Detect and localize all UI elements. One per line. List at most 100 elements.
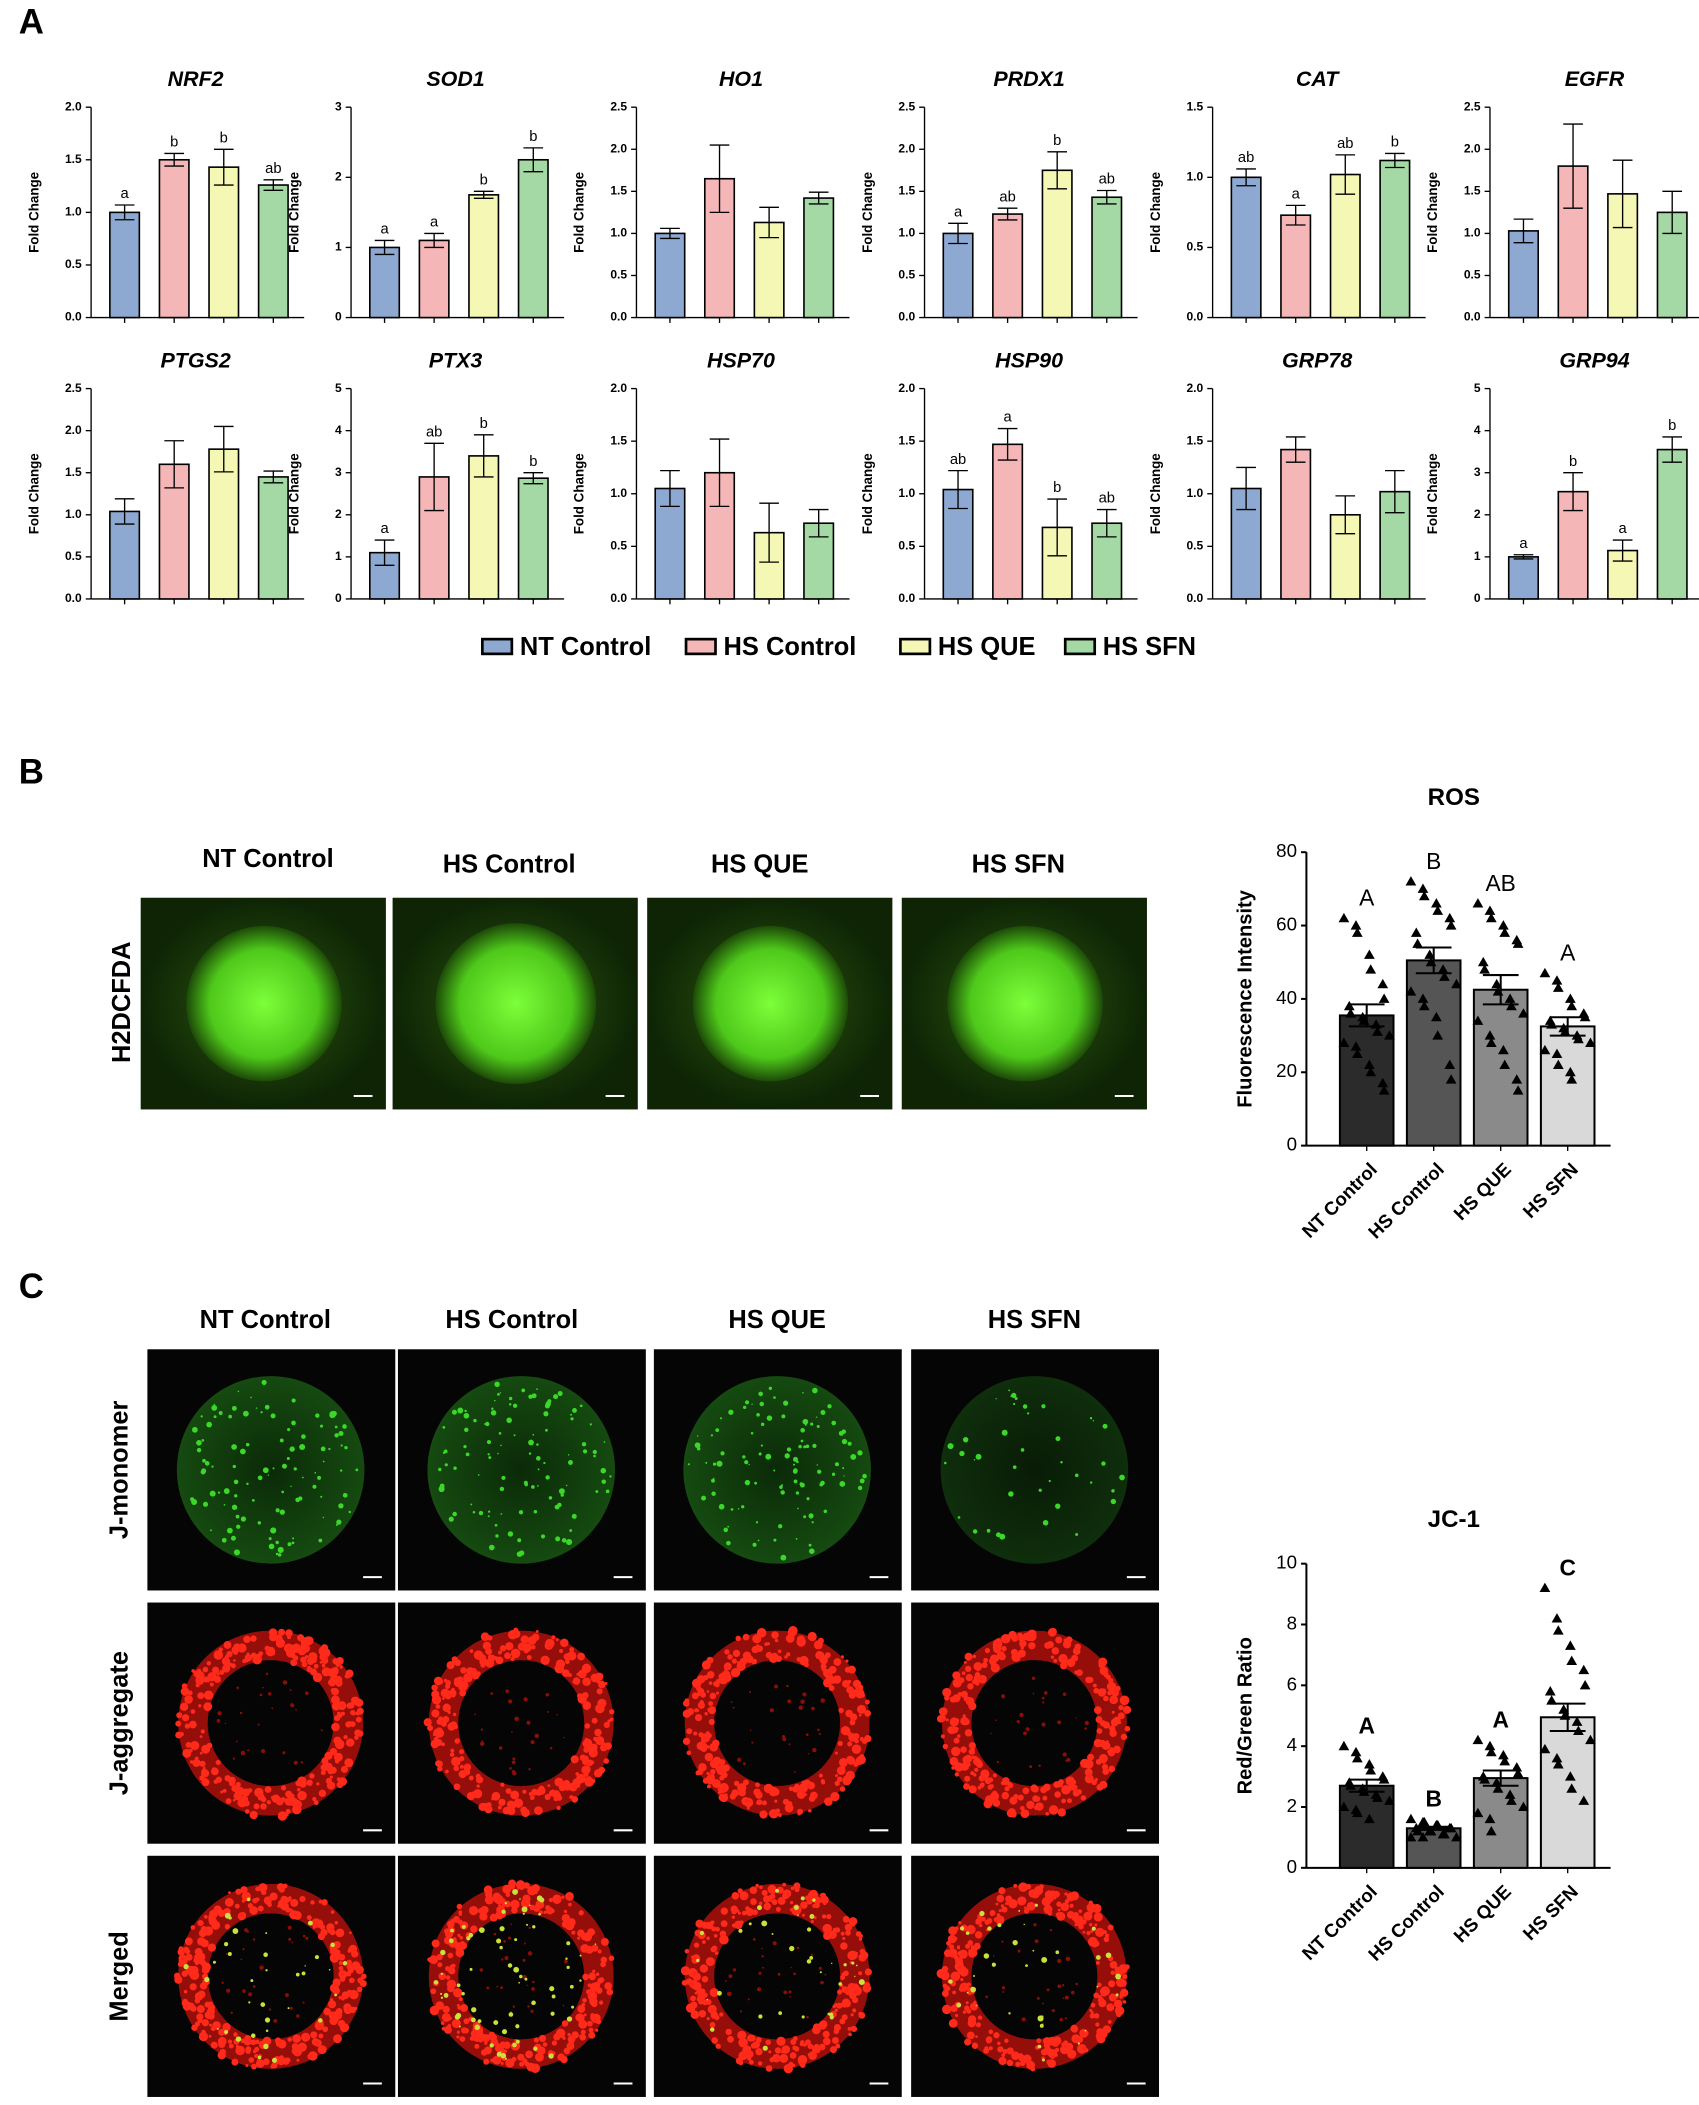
- speckle: [570, 1755, 579, 1764]
- speckle: [562, 2004, 565, 2007]
- speckle: [1116, 2011, 1122, 2018]
- speckle: [1109, 1695, 1119, 1705]
- speckle: [711, 1945, 718, 1952]
- speckle: [977, 1785, 982, 1790]
- speckle: [1095, 1758, 1102, 1765]
- speckle: [333, 1736, 342, 1745]
- data-point: [1578, 1664, 1590, 1675]
- speckle: [818, 1732, 821, 1735]
- chart-title: SOD1: [426, 67, 484, 91]
- speckle: [496, 1985, 499, 1988]
- speckle: [848, 2032, 852, 2037]
- data-point: [1573, 1033, 1584, 1044]
- speckle: [260, 1803, 267, 1810]
- embryo: [427, 1376, 616, 1564]
- y-tick-label: 1.5: [898, 433, 915, 447]
- significance-letter: ab: [1099, 491, 1115, 507]
- speckle: [522, 1789, 527, 1794]
- error-bar: [1285, 436, 1306, 463]
- speckle: [1027, 1412, 1030, 1415]
- speckle: [847, 1665, 856, 1674]
- speckle: [553, 1394, 559, 1400]
- speckle: [839, 1480, 846, 1487]
- speckle: [468, 1932, 474, 1938]
- speckle: [271, 1794, 281, 1803]
- speckle: [531, 1485, 535, 1489]
- data-point: [1579, 1679, 1591, 1690]
- speckle: [845, 1659, 849, 1663]
- error-bar: [424, 232, 444, 249]
- micrograph: [653, 1602, 902, 1844]
- speckle: [591, 2000, 598, 2008]
- speckle: [308, 1652, 318, 1662]
- error-bar: [523, 147, 544, 173]
- speckle: [270, 1894, 276, 1900]
- chart-title: GRP78: [1282, 348, 1352, 372]
- speckle: [511, 1770, 516, 1774]
- speckle: [986, 1918, 993, 1924]
- speckle: [507, 1936, 512, 1940]
- speckle: [510, 1656, 515, 1661]
- speckle: [710, 2027, 715, 2032]
- data-point: [1372, 1792, 1383, 1802]
- speckle: [530, 2009, 534, 2013]
- speckle: [952, 1671, 961, 1680]
- speckle: [810, 1953, 813, 1957]
- speckle: [1043, 1691, 1048, 1695]
- speckle: [1101, 1756, 1105, 1760]
- speckle: [724, 1793, 728, 1797]
- speckle: [329, 1983, 339, 1993]
- speckle: [345, 1738, 355, 1747]
- speckle: [1055, 1950, 1060, 1955]
- speckle: [803, 1515, 807, 1519]
- speckle: [854, 1975, 856, 1978]
- column-label: HS QUE: [711, 850, 809, 878]
- speckle: [782, 1735, 786, 1739]
- speckle: [857, 1450, 863, 1456]
- speckle: [997, 2046, 1004, 2053]
- speckle: [537, 1468, 540, 1471]
- speckle: [535, 1629, 539, 1633]
- data-point: [1518, 1801, 1529, 1812]
- speckle: [220, 1790, 224, 1794]
- speckle: [944, 1461, 947, 1465]
- speckle: [1107, 1924, 1114, 1931]
- speckle: [528, 1926, 531, 1929]
- speckle: [697, 1701, 705, 1709]
- speckle: [978, 1923, 983, 1928]
- speckle: [797, 1808, 804, 1815]
- speckle: [841, 1438, 848, 1445]
- speckle: [272, 1467, 275, 1470]
- speckle: [806, 1898, 813, 1905]
- speckle: [971, 1679, 977, 1685]
- y-tick-label: 40: [1276, 987, 1297, 1008]
- data-point: [1485, 912, 1497, 923]
- speckle: [824, 1797, 833, 1806]
- speckle: [181, 1714, 190, 1722]
- speckle: [1084, 1727, 1087, 1730]
- speckle: [507, 1963, 513, 1968]
- speckle: [730, 1508, 734, 1511]
- speckle: [820, 1698, 825, 1703]
- y-tick-label: 3: [335, 465, 342, 479]
- speckle: [466, 1936, 471, 1941]
- bar: [1230, 176, 1262, 319]
- speckle: [459, 1935, 464, 1940]
- speckle: [495, 1534, 499, 1538]
- speckle: [794, 2046, 800, 2052]
- significance-letter: AB: [1486, 870, 1516, 896]
- speckle: [1018, 1882, 1028, 1892]
- speckle: [287, 1542, 292, 1547]
- speckle: [230, 1535, 236, 1541]
- speckle: [720, 1920, 728, 1928]
- y-tick-label: 1.0: [1464, 226, 1481, 240]
- speckle: [774, 1638, 779, 1643]
- speckle: [686, 1708, 695, 1716]
- speckle: [1076, 1669, 1083, 1677]
- speckle: [453, 1724, 458, 1730]
- speckle: [431, 1690, 440, 1699]
- data-point: [1499, 927, 1511, 937]
- speckle: [262, 2058, 270, 2066]
- speckle: [466, 1667, 474, 1675]
- speckle: [1000, 1633, 1011, 1644]
